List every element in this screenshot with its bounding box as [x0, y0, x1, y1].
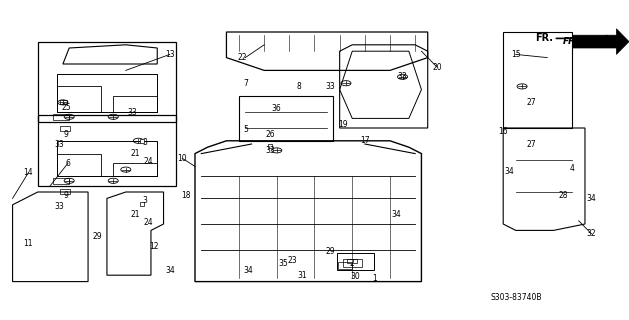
Text: 11: 11 [23, 239, 33, 248]
Bar [53, 114, 69, 120]
Text: 22: 22 [237, 53, 247, 62]
Text: 1: 1 [372, 274, 377, 283]
Bar [60, 100, 67, 104]
Text: 34: 34 [586, 194, 596, 203]
Bar [38, 115, 176, 186]
Text: 5: 5 [243, 125, 248, 134]
Text: 2: 2 [350, 260, 355, 268]
Text: 33: 33 [127, 108, 137, 116]
Text: 4: 4 [570, 164, 575, 172]
Bar [57, 154, 101, 176]
Text: 8: 8 [296, 82, 301, 91]
Text: 24: 24 [143, 218, 153, 227]
Bar [38, 42, 176, 122]
Text: 34: 34 [243, 266, 253, 275]
Text: 6: 6 [65, 159, 70, 168]
Text: 33: 33 [55, 202, 65, 211]
Bar [338, 262, 352, 269]
Text: 7: 7 [243, 79, 248, 88]
Bar [113, 96, 157, 112]
Text: 32: 32 [586, 229, 596, 238]
Text: 23: 23 [287, 256, 298, 265]
Bar [337, 253, 374, 270]
Bar [60, 126, 70, 131]
Text: 26: 26 [265, 130, 276, 139]
Text: 17: 17 [360, 136, 370, 145]
Text: 34: 34 [165, 266, 175, 275]
Text: 25: 25 [61, 103, 71, 112]
Text: 3: 3 [142, 138, 147, 147]
Text: 10: 10 [177, 154, 187, 163]
Text: 36: 36 [272, 104, 282, 113]
Text: 27: 27 [526, 140, 537, 148]
Bar [53, 178, 69, 184]
Text: 9: 9 [64, 191, 69, 200]
Text: 19: 19 [338, 120, 348, 129]
Text: 3: 3 [142, 196, 147, 204]
Bar [57, 141, 157, 176]
Text: 14: 14 [23, 168, 33, 177]
Text: FR.: FR. [535, 33, 554, 44]
Text: 13: 13 [165, 50, 175, 59]
Text: 33: 33 [55, 140, 65, 148]
Text: 33: 33 [325, 82, 335, 91]
Bar [113, 163, 157, 176]
Text: 34: 34 [504, 167, 515, 176]
Text: 15: 15 [511, 50, 521, 59]
Text: 31: 31 [297, 271, 307, 280]
Text: 20: 20 [432, 63, 442, 72]
Text: 21: 21 [130, 149, 140, 158]
Text: 21: 21 [130, 210, 140, 219]
Bar [57, 74, 157, 112]
Text: 12: 12 [149, 242, 159, 251]
Text: 29: 29 [92, 232, 103, 241]
Text: FR.: FR. [563, 37, 579, 46]
Bar [347, 259, 357, 263]
Text: 29: 29 [325, 247, 335, 256]
Text: 33: 33 [265, 146, 276, 155]
Text: 27: 27 [526, 98, 537, 107]
Text: S303-83740B: S303-83740B [490, 293, 542, 302]
Text: 30: 30 [350, 272, 360, 281]
Bar [60, 189, 70, 194]
Text: 35: 35 [278, 260, 288, 268]
Text: 9: 9 [64, 130, 69, 139]
Text: 24: 24 [143, 157, 153, 166]
Text: 16: 16 [498, 127, 508, 136]
Bar [57, 86, 101, 112]
Text: 33: 33 [398, 72, 408, 81]
Text: 34: 34 [391, 210, 401, 219]
Text: 18: 18 [181, 191, 191, 200]
Text: 28: 28 [558, 191, 568, 200]
Bar [343, 259, 362, 267]
Polygon shape [572, 29, 629, 54]
